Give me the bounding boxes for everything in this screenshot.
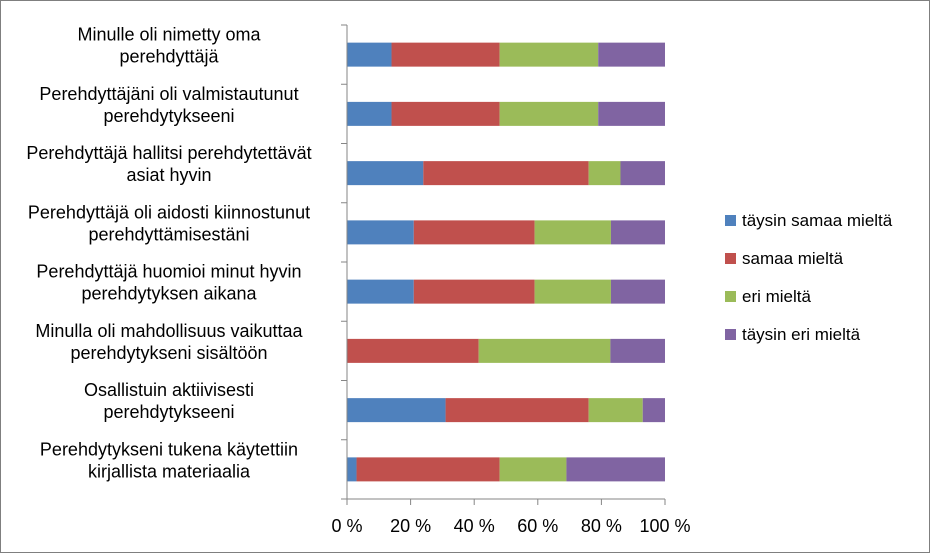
bar-segment-8-series-1 (347, 457, 357, 482)
category-label-5: Perehdyttäjä huomioi minut hyvin (36, 262, 301, 282)
category-label-6: Minulla oli mahdollisuus vaikuttaa (35, 321, 303, 341)
x-tick-label: 0 % (331, 516, 362, 536)
x-tick-label: 80 % (581, 516, 622, 536)
bars-group (347, 42, 665, 482)
legend-swatch-1 (725, 215, 736, 226)
category-label-7: Osallistuin aktiivisesti (84, 380, 254, 400)
bar-segment-5-series-2 (413, 279, 535, 304)
bar-segment-3-series-1 (347, 161, 424, 186)
legend-label-3: eri mieltä (742, 287, 812, 306)
bar-segment-3-series-2 (423, 161, 589, 186)
category-label-1: perehdyttäjä (119, 47, 219, 67)
bar-segment-7-series-1 (347, 398, 446, 423)
category-label-2: perehdytykseeni (103, 106, 234, 126)
category-label-5: perehdytyksen aikana (81, 284, 257, 304)
bar-segment-6-series-3 (478, 338, 611, 363)
bar-segment-2-series-3 (499, 101, 599, 126)
bar-segment-6-series-2 (347, 338, 479, 363)
x-tick-label: 20 % (390, 516, 431, 536)
x-tick-label: 40 % (454, 516, 495, 536)
legend-label-1: täysin samaa mieltä (742, 211, 893, 230)
bar-segment-3-series-4 (620, 161, 665, 186)
category-label-1: Minulle oli nimetty oma (77, 25, 261, 45)
bar-segment-4-series-1 (347, 220, 414, 245)
axes-group (341, 24, 666, 505)
x-tick-label: 100 % (639, 516, 690, 536)
category-label-4: Perehdyttäjä oli aidosti kiinnostunut (28, 202, 310, 222)
category-label-3: Perehdyttäjä hallitsi perehdytettävät (26, 143, 311, 163)
category-label-7: perehdytykseeni (103, 402, 234, 422)
legend: täysin samaa mieltä samaa mieltä eri mielt… (725, 211, 893, 344)
category-label-6: perehdytykseni sisältöön (70, 343, 267, 363)
bar-segment-4-series-3 (534, 220, 611, 245)
legend-swatch-3 (725, 291, 736, 302)
legend-swatch-4 (725, 329, 736, 340)
bar-segment-1-series-2 (391, 42, 500, 67)
bar-segment-1-series-3 (499, 42, 599, 67)
bar-segment-3-series-3 (588, 161, 621, 186)
bar-segment-6-series-4 (610, 338, 665, 363)
bar-segment-4-series-2 (413, 220, 535, 245)
bar-segment-1-series-4 (598, 42, 665, 67)
bar-segment-2-series-1 (347, 101, 392, 126)
bar-segment-5-series-1 (347, 279, 414, 304)
category-label-3: asiat hyvin (126, 165, 211, 185)
bar-segment-2-series-2 (391, 101, 500, 126)
legend-label-2: samaa mieltä (742, 249, 844, 268)
bar-segment-8-series-3 (499, 457, 567, 482)
category-label-2: Perehdyttäjäni oli valmistautunut (39, 84, 298, 104)
bar-segment-8-series-4 (566, 457, 665, 482)
x-tick-labels: 0 % 20 % 40 % 60 % 80 % 100 % (331, 516, 690, 536)
bar-segment-5-series-3 (534, 279, 611, 304)
bar-segment-7-series-3 (588, 398, 643, 423)
bar-segment-8-series-2 (356, 457, 500, 482)
bar-segment-7-series-2 (445, 398, 589, 423)
bar-segment-4-series-4 (610, 220, 665, 245)
bar-segment-5-series-4 (610, 279, 665, 304)
bar-segment-1-series-1 (347, 42, 392, 67)
legend-swatch-2 (725, 253, 736, 264)
category-label-4: perehdyttämisestäni (88, 224, 249, 244)
bar-segment-2-series-4 (598, 101, 665, 126)
category-label-8: Perehdytykseni tukena käytettiin (40, 439, 298, 459)
legend-label-4: täysin eri mieltä (742, 325, 861, 344)
bar-segment-7-series-4 (642, 398, 665, 423)
x-tick-label: 60 % (517, 516, 558, 536)
category-label-8: kirjallista materiaalia (88, 461, 251, 481)
